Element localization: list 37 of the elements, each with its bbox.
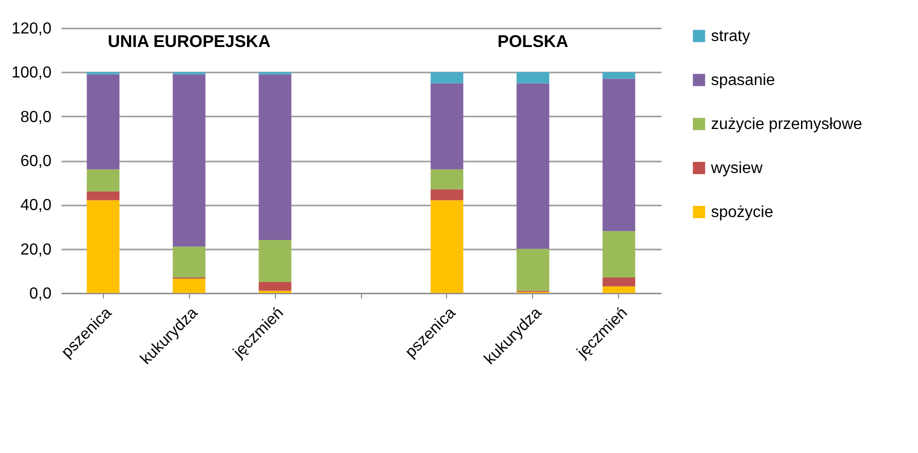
annotation: POLSKA xyxy=(498,32,568,51)
bar xyxy=(86,74,120,170)
bar xyxy=(602,72,636,79)
y-tick-label: 20,0 xyxy=(20,241,52,258)
y-tick-label: 100,0 xyxy=(11,64,52,82)
bar xyxy=(430,72,464,84)
bar xyxy=(602,231,636,278)
annotation: UNIA EUROPEJSKA xyxy=(108,32,270,51)
legend-label: spasanie xyxy=(711,72,776,89)
bar xyxy=(602,78,636,232)
bar xyxy=(516,72,550,84)
legend-label: zużycie przemysłowe xyxy=(711,116,862,133)
bar xyxy=(430,200,464,293)
bar xyxy=(258,240,292,282)
legend-label: wysiew xyxy=(710,160,764,177)
bar xyxy=(86,200,120,293)
bar xyxy=(258,74,292,240)
bar xyxy=(602,278,636,286)
y-tick-label: 60,0 xyxy=(20,153,52,170)
bar xyxy=(602,286,636,293)
y-tick-label: 40,0 xyxy=(20,197,52,214)
y-tick-label: 80,0 xyxy=(20,108,52,126)
legend-label: straty xyxy=(711,28,750,45)
bar xyxy=(430,83,464,170)
bar xyxy=(172,246,206,278)
bar xyxy=(86,169,120,192)
y-tick-label: 0,0 xyxy=(29,286,52,302)
y-tick-label: 120,0 xyxy=(11,20,52,38)
bar xyxy=(172,278,206,293)
bar xyxy=(516,248,550,291)
bar xyxy=(516,83,550,249)
bar xyxy=(430,189,464,200)
legend-label: spożycie xyxy=(711,204,774,221)
bar xyxy=(172,74,206,247)
bar xyxy=(258,282,292,291)
bar xyxy=(86,191,120,200)
bar xyxy=(430,169,464,190)
